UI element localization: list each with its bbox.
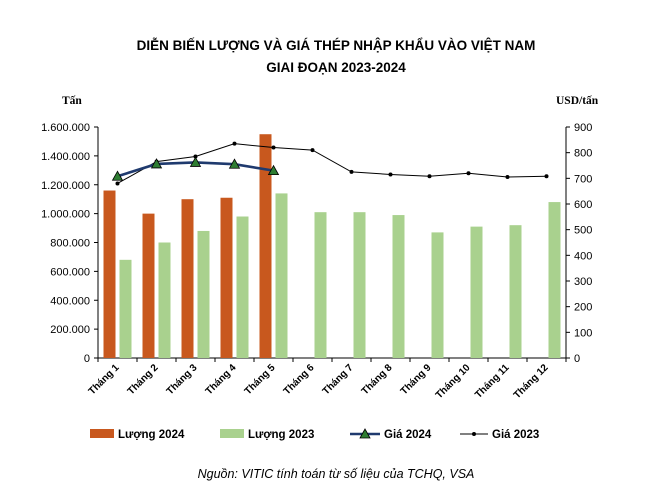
- bar-luong-2024: [142, 213, 155, 358]
- point-gia-2023: [427, 174, 432, 179]
- y-left-tick-label: 0: [84, 353, 90, 365]
- point-gia-2023: [544, 174, 549, 179]
- legend-gia-2023-label: Giá 2023: [492, 429, 539, 441]
- point-gia-2023: [232, 141, 237, 146]
- point-gia-2023: [349, 169, 354, 174]
- x-tick-label: Tháng 7: [321, 362, 356, 397]
- y-left-label: Tấn: [62, 94, 82, 107]
- legend-luong-2024-swatch: [90, 429, 114, 438]
- point-gia-2024: [267, 164, 280, 176]
- y-left-tick-label: 200.000: [50, 324, 90, 336]
- bar-luong-2024: [181, 199, 194, 358]
- y-left-tick-label: 1.000.000: [41, 209, 90, 221]
- point-gia-2024: [150, 158, 163, 169]
- legend-luong-2023-label: Lượng 2023: [248, 429, 314, 441]
- y-right-label: USD/tấn: [556, 94, 599, 107]
- y-right-tick-label: 300: [574, 276, 592, 288]
- plot-area: 0 200.000 400.000 600.000 800.000 1.000.000 1.…: [41, 122, 592, 401]
- x-tick-label: Tháng 12: [512, 362, 551, 401]
- bar-luong-2024: [103, 190, 116, 358]
- x-tick-label: Tháng 10: [434, 362, 473, 401]
- y-right-tick-label: 800: [574, 148, 592, 160]
- bar-luong-2023: [314, 212, 327, 358]
- point-gia-2024: [111, 170, 124, 181]
- source-note: Nguồn: VITIC tính toán từ số liệu của TC…: [198, 467, 475, 481]
- point-gia-2024: [189, 156, 202, 167]
- bar-luong-2023: [158, 242, 171, 358]
- y-right-tick-label: 900: [574, 122, 592, 134]
- bar-luong-2024: [220, 197, 233, 358]
- bar-luong-2023: [236, 216, 249, 358]
- bar-luong-2023: [119, 259, 132, 358]
- y-right-tick-label: 500: [574, 225, 592, 237]
- x-tick-label: Tháng 5: [243, 362, 278, 397]
- y-right-tick-label: 400: [574, 250, 592, 262]
- legend-gia-2024-marker: [359, 428, 371, 439]
- bar-luong-2023: [392, 215, 405, 358]
- point-gia-2023: [388, 172, 393, 177]
- bar-luong-2023: [470, 226, 483, 358]
- x-tick-label: Tháng 2: [126, 362, 161, 397]
- bar-luong-2023: [353, 212, 366, 358]
- y-left-tick-label: 400.000: [50, 295, 90, 307]
- bar-luong-2023: [548, 202, 561, 358]
- y-right-tick-label: 200: [574, 302, 592, 314]
- x-tick-label: Tháng 11: [473, 362, 512, 401]
- legend: Lượng 2024 Lượng 2023 Giá 2024 Giá 2023: [90, 428, 539, 441]
- bar-luong-2023: [275, 193, 288, 358]
- x-tick-label: Tháng 9: [399, 362, 434, 397]
- bar-luong-2023: [197, 230, 210, 358]
- x-tick-label: Tháng 3: [165, 362, 200, 397]
- y-left-tick-label: 600.000: [50, 266, 90, 278]
- chart-title-line1: DIỄN BIẾN LƯỢNG VÀ GIÁ THÉP NHẬP KHẨU VÀ…: [137, 38, 536, 53]
- y-left-tick-label: 1.200.000: [41, 180, 90, 192]
- y-left-tick-label: 800.000: [50, 238, 90, 250]
- point-gia-2024: [228, 158, 241, 169]
- x-tick-label: Tháng 8: [360, 362, 395, 397]
- x-tick-label: Tháng 1: [87, 362, 122, 397]
- x-tick-label: Tháng 4: [204, 362, 239, 397]
- legend-luong-2023-swatch: [220, 429, 244, 438]
- point-gia-2023: [193, 154, 198, 159]
- chart-title-line2: GIAI ĐOẠN 2023-2024: [266, 60, 406, 75]
- y-right-tick-label: 100: [574, 327, 592, 339]
- bar-luong-2023: [509, 225, 522, 358]
- y-right-tick-label: 700: [574, 173, 592, 185]
- y-left-tick-label: 1.400.000: [41, 151, 90, 163]
- legend-gia-2024-label: Giá 2024: [384, 429, 432, 441]
- point-gia-2023: [466, 171, 471, 176]
- bar-luong-2023: [431, 232, 444, 358]
- bar-luong-2024: [259, 134, 272, 358]
- x-tick-label: Tháng 6: [282, 362, 317, 397]
- line-gia-2023: [117, 143, 547, 184]
- point-gia-2023: [115, 181, 120, 186]
- point-gia-2023: [271, 145, 276, 150]
- y-right-tick-label: 600: [574, 199, 592, 211]
- y-left-tick-label: 1.600.000: [41, 122, 90, 134]
- y-right-tick-label: 0: [574, 353, 580, 365]
- legend-luong-2024-label: Lượng 2024: [118, 429, 185, 441]
- legend-gia-2023-marker: [472, 432, 476, 436]
- point-gia-2023: [505, 175, 510, 180]
- point-gia-2023: [310, 148, 315, 153]
